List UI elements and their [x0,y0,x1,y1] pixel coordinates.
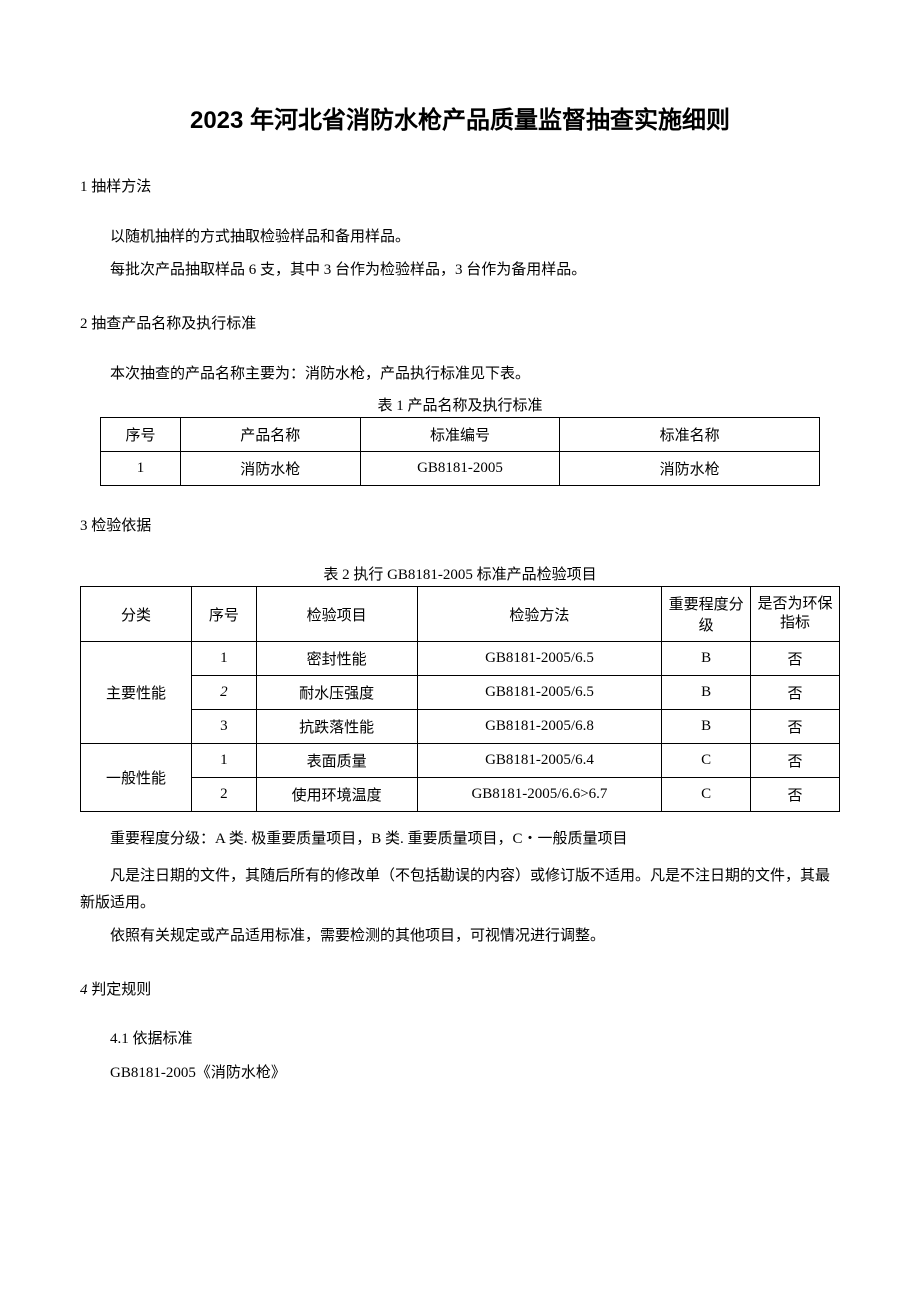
table2-cell-method: GB8181-2005/6.4 [417,744,661,778]
table2-cell-env: 否 [751,710,840,744]
section4-sub: 4.1 依据标准 [80,1027,840,1048]
table1-h-std: 标准名称 [560,418,820,452]
table1-row: 1 消防水枪 GB8181-2005 消防水枪 [101,452,820,486]
table2-cell-seq: 2 [192,778,256,812]
table2-h-item: 检验项目 [256,587,417,642]
table2-cell-item: 密封性能 [256,642,417,676]
section4-heading-num: 4 [80,982,88,998]
table2-cell-env: 否 [751,744,840,778]
section4-p1: GB8181-2005《消防水枪》 [80,1060,840,1087]
section3-p2: 依照有关规定或产品适用标准，需要检测的其他项目，可视情况进行调整。 [80,923,840,950]
table2-cell-item: 使用环境温度 [256,778,417,812]
table2-cell-method: GB8181-2005/6.5 [417,642,661,676]
table2-cell-method: GB8181-2005/6.6>6.7 [417,778,661,812]
table2-cell-env: 否 [751,642,840,676]
table2-h-method: 检验方法 [417,587,661,642]
table2-cell-method: GB8181-2005/6.8 [417,710,661,744]
section1-p1: 以随机抽样的方式抽取检验样品和备用样品。 [80,224,840,251]
table1-h-name: 产品名称 [180,418,360,452]
table2-h-env: 是否为环保指标 [751,587,840,642]
section3-heading: 3 检验依据 [80,514,840,535]
table2-cell-cat: 主要性能 [81,642,192,744]
table2-row: 一般性能 1 表面质量 GB8181-2005/6.4 C 否 [81,744,840,778]
table2-cell-seq: 2 [192,676,256,710]
table1-caption: 表 1 产品名称及执行标准 [80,394,840,415]
table2-h-seq: 序号 [192,587,256,642]
table2-cell-level: B [662,710,751,744]
table2-cell-level: B [662,676,751,710]
table2-header-row: 分类 序号 检验项目 检验方法 重要程度分级 是否为环保指标 [81,587,840,642]
table2-cell-seq: 3 [192,710,256,744]
table2-h-level: 重要程度分级 [662,587,751,642]
table2-cell-method: GB8181-2005/6.5 [417,676,661,710]
table2-row: 主要性能 1 密封性能 GB8181-2005/6.5 B 否 [81,642,840,676]
table2-cell-item: 抗跌落性能 [256,710,417,744]
table2-cell-level: B [662,642,751,676]
section4-heading-rest: 判定规则 [88,982,152,998]
table1-cell-name: 消防水枪 [180,452,360,486]
table2-cell-item: 耐水压强度 [256,676,417,710]
table2-h-cat: 分类 [81,587,192,642]
table2-cell-cat: 一般性能 [81,744,192,812]
section4-heading: 4 判定规则 [80,978,840,999]
page-title: 2023 年河北省消防水枪产品质量监督抽查实施细则 [80,100,840,135]
table2-cell-level: C [662,744,751,778]
table2-row: 2 使用环境温度 GB8181-2005/6.6>6.7 C 否 [81,778,840,812]
table2-row: 2 耐水压强度 GB8181-2005/6.5 B 否 [81,676,840,710]
table1-cell-code: GB8181-2005 [360,452,560,486]
section1-p2: 每批次产品抽取样品 6 支，其中 3 台作为检验样品，3 台作为备用样品。 [80,257,840,284]
table2-cell-env: 否 [751,778,840,812]
section1-heading: 1 抽样方法 [80,175,840,196]
table1: 序号 产品名称 标准编号 标准名称 1 消防水枪 GB8181-2005 消防水… [100,417,820,486]
table2-cell-seq: 1 [192,642,256,676]
section3-note: 重要程度分级：A 类. 极重要质量项目，B 类. 重要质量项目，C・一般质量项目 [80,826,840,853]
section3-p1: 凡是注日期的文件，其随后所有的修改单（不包括勘误的内容）或修订版不适用。凡是不注… [80,863,840,917]
table2-cell-item: 表面质量 [256,744,417,778]
table2-cell-env: 否 [751,676,840,710]
table2: 分类 序号 检验项目 检验方法 重要程度分级 是否为环保指标 主要性能 1 密封… [80,586,840,812]
section3-p1-text: 凡是注日期的文件，其随后所有的修改单（不包括勘误的内容）或修订版不适用。凡是不注… [80,868,830,911]
table2-row: 3 抗跌落性能 GB8181-2005/6.8 B 否 [81,710,840,744]
table2-cell-level: C [662,778,751,812]
table2-caption: 表 2 执行 GB8181-2005 标准产品检验项目 [80,563,840,584]
table2-cell-seq: 1 [192,744,256,778]
section2-heading: 2 抽查产品名称及执行标准 [80,312,840,333]
section2-p1: 本次抽查的产品名称主要为：消防水枪，产品执行标准见下表。 [80,361,840,388]
table1-cell-std: 消防水枪 [560,452,820,486]
table1-cell-seq: 1 [101,452,181,486]
table1-header-row: 序号 产品名称 标准编号 标准名称 [101,418,820,452]
table1-h-code: 标准编号 [360,418,560,452]
table1-h-seq: 序号 [101,418,181,452]
